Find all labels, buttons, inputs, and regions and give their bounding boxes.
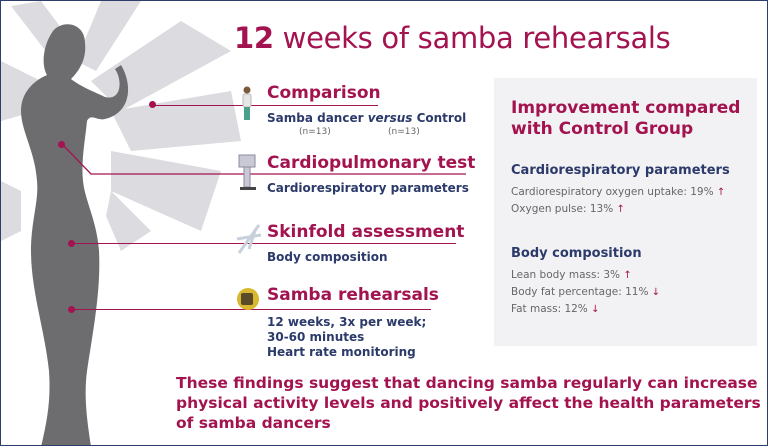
person-icon [242, 86, 252, 120]
section-text: Cardiorespiratory parameters [267, 181, 469, 195]
connector-dot [58, 141, 65, 148]
connector-line [153, 105, 378, 107]
connector-line [61, 143, 466, 175]
arrow-up-icon: ↑ [716, 187, 726, 198]
section-heading-skinfold: Skinfold assessment [267, 222, 465, 242]
result-item: Fat mass: 12% ↓ [511, 303, 600, 315]
conclusion: These findings suggest that dancing samb… [176, 374, 761, 432]
heart-rate-watch-icon [237, 288, 259, 310]
ergometer-icon [238, 154, 256, 190]
comparison-groups: Samba dancer versus Control [267, 111, 467, 125]
connector-dot [149, 101, 156, 108]
section-text: Body composition [267, 250, 388, 264]
results-panel: Improvement compared with Control Group C… [494, 78, 757, 346]
section-text: 30-60 minutes [267, 330, 365, 344]
group-title: Cardiorespiratory parameters [511, 163, 730, 178]
connector-line [71, 309, 431, 311]
section-heading-cardiopulmonary: Cardiopulmonary test [267, 153, 476, 173]
section-heading-comparison: Comparison [267, 83, 381, 103]
samba-dancer-illustration [1, 1, 241, 445]
page-title: 12 weeks of samba rehearsals [234, 21, 671, 55]
section-heading-samba: Samba rehearsals [267, 285, 439, 305]
connector-line [71, 243, 456, 245]
arrow-up-icon: ↑ [616, 204, 625, 215]
result-item: Body fat percentage: 11% ↓ [511, 286, 661, 298]
caliper-icon [236, 224, 262, 254]
section-text: 12 weeks, 3x per week; [267, 315, 427, 329]
arrow-down-icon: ↓ [591, 304, 600, 315]
panel-heading: Improvement compared with Control Group [511, 98, 741, 139]
control-sample-size: (n=13) [388, 127, 420, 137]
result-item: Lean body mass: 3% ↑ [511, 269, 632, 281]
section-text: Heart rate monitoring [267, 345, 416, 359]
dancer-silhouette [21, 24, 128, 445]
arrow-down-icon: ↓ [651, 287, 661, 298]
feathers [1, 1, 241, 251]
group-title: Body composition [511, 246, 642, 261]
result-item: Cardiorespiratory oxygen uptake: 19% ↑ [511, 186, 726, 198]
arrow-up-icon: ↑ [623, 270, 632, 281]
dancer-sample-size: (n=13) [299, 127, 331, 137]
result-item: Oxygen pulse: 13% ↑ [511, 203, 625, 215]
